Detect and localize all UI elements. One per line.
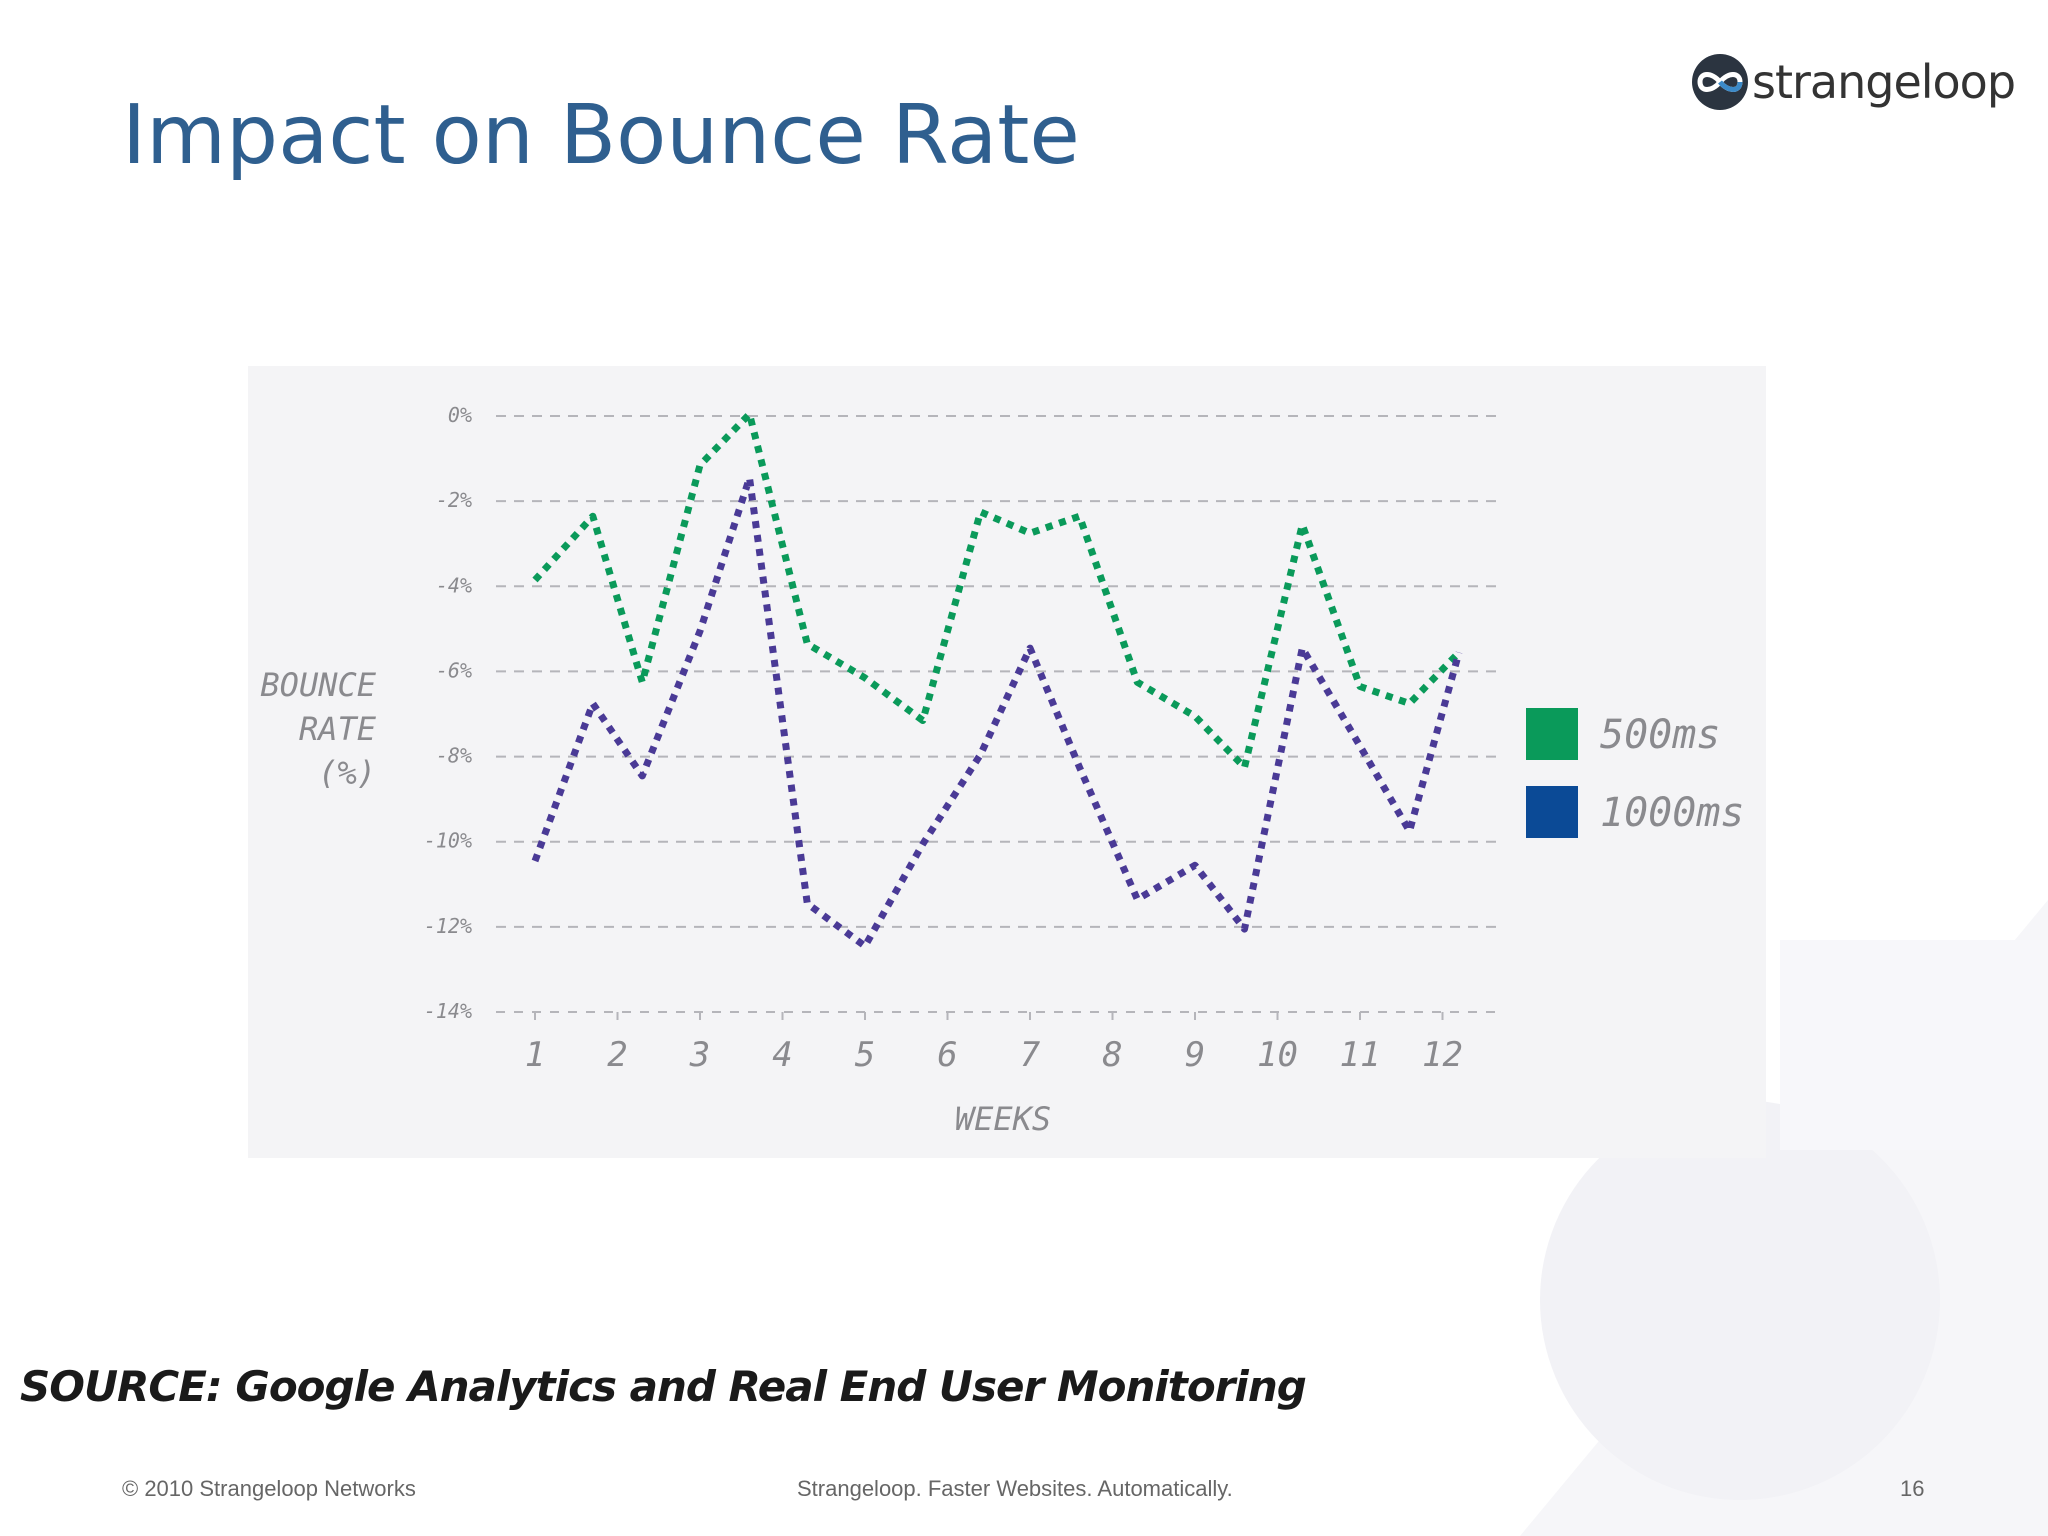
- x-tick-label: 4: [772, 1035, 792, 1075]
- series-line-1000ms: [531, 474, 1463, 950]
- y-tick-label: -2%: [436, 488, 472, 512]
- x-tick-label: 1: [525, 1035, 545, 1075]
- x-tick-label: 6: [937, 1035, 957, 1075]
- y-tick-label: -4%: [436, 573, 472, 597]
- page-number: 16: [1900, 1476, 1925, 1501]
- bounce-rate-line-chart: 0%-2%-4%-6%-8%-10%-12%-14%1 2 3 4 5 6 7 8 9 10 11 1…: [260, 403, 1745, 1138]
- x-tick-label: 9: [1185, 1035, 1205, 1075]
- x-tick-label: 12: [1422, 1035, 1463, 1075]
- y-tick-label: -6%: [436, 658, 472, 682]
- slide-title: Impact on Bounce Rate: [122, 88, 1080, 183]
- series-line-500ms: [532, 410, 1462, 771]
- footer-tagline: Strangeloop. Faster Websites. Automatica…: [797, 1476, 1233, 1501]
- x-tick-label: 8: [1102, 1035, 1122, 1075]
- infinity-logo-icon: [1692, 54, 1748, 110]
- x-tick-label: 7: [1020, 1035, 1041, 1075]
- footer-copyright: © 2010 Strangeloop Networks: [122, 1476, 416, 1501]
- x-tick-label: 2: [607, 1035, 627, 1075]
- strangeloop-logo: strangeloop: [1690, 50, 2016, 114]
- source-text: Google Analytics and Real End User Monit…: [235, 1362, 1306, 1411]
- legend-label-500ms: 500ms: [1600, 712, 1720, 758]
- x-tick-label: 11: [1340, 1035, 1381, 1075]
- source-note: SOURCE: Google Analytics and Real End Us…: [20, 1362, 1307, 1411]
- y-tick-label: -10%: [424, 829, 472, 853]
- y-tick-label: -14%: [424, 999, 472, 1023]
- y-tick-label: -8%: [436, 744, 472, 768]
- y-tick-label: -12%: [424, 914, 472, 938]
- y-axis-title-line: (%): [318, 754, 376, 792]
- legend-swatch-1000ms: [1526, 786, 1578, 838]
- source-label: SOURCE:: [20, 1362, 223, 1411]
- x-tick-label: 10: [1257, 1035, 1298, 1075]
- y-axis-title-line: RATE: [299, 710, 377, 748]
- legend-label-1000ms: 1000ms: [1600, 790, 1745, 836]
- chart-panel: 0% -2% -4% -6% -8% -10% -12% -14% 1 2 3 4 5 6 7 8 9 10 11 1…: [248, 366, 1766, 1158]
- x-tick-label: 5: [855, 1035, 875, 1075]
- legend-swatch-500ms: [1526, 708, 1578, 760]
- logo-text: strangeloop: [1752, 55, 2016, 109]
- x-tick-label: 3: [689, 1035, 710, 1075]
- x-axis-title: WEEKS: [955, 1100, 1051, 1138]
- y-tick-label: 0%: [448, 403, 472, 427]
- y-axis-title-line: BOUNCE: [260, 666, 376, 704]
